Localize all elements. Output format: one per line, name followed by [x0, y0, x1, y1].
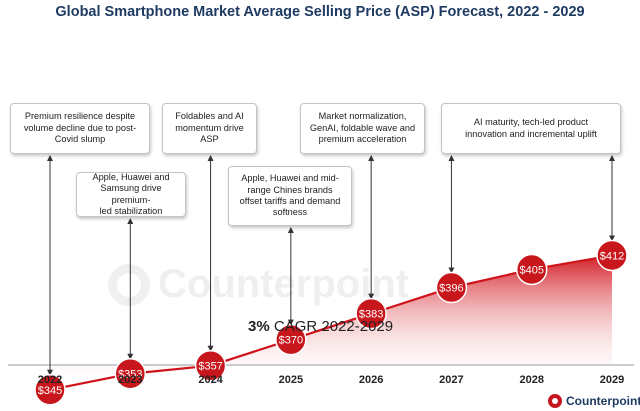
data-point-marker	[435, 271, 468, 304]
annotation-line: Premium resilience despite	[24, 111, 136, 122]
brand-logo: Counterpoint	[548, 394, 640, 408]
data-point-marker	[515, 253, 548, 286]
annotation-line: Market normalization,	[318, 111, 407, 122]
data-label: $345	[38, 385, 62, 397]
x-tick-label: 2026	[359, 374, 383, 386]
annotation-box-2025: Apple, Huawei and mid-range Chines brand…	[228, 166, 352, 226]
x-tick-label: 2028	[519, 374, 543, 386]
data-point-marker	[275, 323, 307, 356]
data-point-marker	[194, 349, 227, 382]
chart-title: Global Smartphone Market Average Selling…	[55, 4, 585, 20]
connector-arrow-up	[47, 155, 53, 161]
x-tick-label: 2027	[439, 374, 463, 386]
data-point-marker	[596, 239, 628, 272]
x-tick-label: 2024	[198, 374, 223, 386]
connector-arrow-up	[609, 155, 615, 161]
cagr-value: 3%	[248, 318, 270, 335]
annotation-box-2026: Market normalization, GenAI, foldable wav…	[300, 103, 425, 154]
brand-name: Counterpoint	[566, 394, 640, 408]
data-label: $370	[279, 335, 303, 347]
data-label: $405	[519, 264, 543, 276]
annotation-line: ASP	[200, 134, 219, 145]
annotation-line: volume decline due to post-	[23, 122, 137, 133]
connector-arrow-up	[207, 155, 214, 161]
annotation-line: Covid slump	[54, 134, 106, 145]
connector-arrow-down	[207, 345, 214, 352]
connector-arrow-up	[287, 227, 294, 233]
annotation-line: momentum drive	[175, 122, 244, 133]
annotation-line: premium acceleration	[318, 134, 407, 145]
connector-arrow-down	[47, 369, 53, 376]
annotation-box-2029: AI maturity, tech-led product innovation …	[441, 103, 621, 154]
data-point-marker	[114, 357, 147, 390]
connector-arrow-up	[448, 155, 455, 161]
connector-arrow-down	[448, 267, 455, 274]
annotation-line: softness	[272, 207, 308, 218]
annotation-line: range Chines brands	[247, 184, 333, 195]
x-tick-label: 2029	[600, 374, 624, 386]
x-tick-label: 2025	[279, 374, 303, 386]
annotation-line: GenAI, foldable wave and	[309, 122, 416, 133]
asp-area	[50, 255, 612, 390]
annotation-box-2023: Apple, Huawei and Samsung drive premium-l…	[76, 172, 186, 217]
annotation-line: Apple, Huawei and	[92, 171, 170, 182]
cagr-text: CAGR 2022-2029	[273, 318, 394, 335]
connector-arrow-down	[127, 353, 134, 360]
cagr-label: 3% CAGR 2022-2029	[248, 318, 393, 335]
data-label: $353	[118, 369, 142, 381]
data-label: $357	[198, 361, 222, 373]
annotation-line: Foldables and AI	[175, 111, 244, 122]
data-point-marker	[34, 374, 66, 406]
counterpoint-logo-icon	[548, 394, 562, 408]
data-label: $396	[439, 283, 463, 295]
annotation-line: AI maturity, tech-led product	[473, 117, 589, 128]
annotation-line: led stabilization	[99, 205, 163, 216]
connector-arrow-up	[127, 218, 134, 224]
annotation-line: offset tariffs and demand	[239, 196, 341, 206]
annotation-line: innovation and incremental uplift	[465, 128, 597, 139]
annotation-line: Samsung drive premium-	[100, 183, 162, 205]
connector-arrow-up	[368, 155, 375, 161]
annotation-line: Apple, Huawei and mid-	[241, 173, 339, 184]
x-tick-label: 2023	[118, 374, 142, 386]
annotation-box-2022: Premium resilience despite volume decline…	[10, 103, 150, 154]
x-tick-label: 2022	[38, 374, 62, 386]
connector-arrow-down	[368, 293, 375, 300]
annotation-box-2024: Foldables and AI momentum drive ASP	[162, 103, 257, 154]
data-label: $383	[359, 309, 383, 321]
connector-arrow-down	[609, 235, 615, 242]
connector-arrow-down	[287, 319, 294, 326]
data-point-marker	[355, 297, 387, 330]
data-label: $412	[600, 250, 624, 262]
